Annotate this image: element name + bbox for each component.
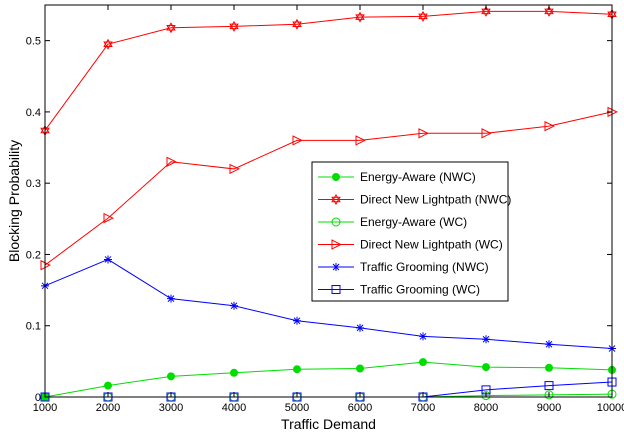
y-tick-label: 0.1 xyxy=(26,321,41,333)
hexagram-part xyxy=(166,25,176,34)
data-point xyxy=(544,381,554,391)
legend-label: Direct New Lightpath (NWC) xyxy=(360,193,511,207)
hexagram-part xyxy=(331,194,341,203)
data-point xyxy=(103,212,114,224)
hexagram-part xyxy=(292,21,302,30)
data-point xyxy=(544,120,555,132)
legend-box xyxy=(311,161,509,302)
x-tick-label: 5000 xyxy=(285,402,309,414)
legend-entry: Direct New Lightpath (NWC) xyxy=(318,193,511,207)
hexagram-part xyxy=(418,10,428,20)
series-2 xyxy=(40,389,617,402)
series-line xyxy=(44,258,613,350)
data-point xyxy=(355,11,365,23)
hexagram-part xyxy=(229,23,239,32)
series-4 xyxy=(41,255,616,353)
data-point xyxy=(418,10,428,22)
y-tick-label: 0.2 xyxy=(26,249,41,261)
series-line xyxy=(44,10,613,131)
legend-marker xyxy=(332,173,340,181)
x-tick-label: 2000 xyxy=(96,402,120,414)
data-point xyxy=(482,363,490,372)
hexagram-part xyxy=(103,38,113,47)
data-point xyxy=(419,332,427,341)
data-point xyxy=(482,335,490,344)
data-point xyxy=(545,363,553,372)
data-point xyxy=(544,390,554,400)
hexagram-part xyxy=(292,18,302,27)
data-point xyxy=(229,20,239,32)
y-tick-label: 0 xyxy=(35,392,41,404)
x-tick-label: 7000 xyxy=(411,402,435,414)
x-tick-label: 9000 xyxy=(537,402,561,414)
series-line xyxy=(44,111,613,266)
x-axis-title: Traffic Demand xyxy=(281,416,376,432)
legend-entry: Direct New Lightpath (WC) xyxy=(318,238,503,252)
data-point xyxy=(229,163,240,175)
legend-marker xyxy=(331,217,341,227)
y-axis-title: Blocking Probability xyxy=(6,140,22,262)
data-point xyxy=(104,255,112,264)
y-tick-label: 0.5 xyxy=(26,36,41,48)
y-tick-label: 0.4 xyxy=(26,107,41,119)
data-point xyxy=(418,128,429,139)
data-point xyxy=(230,368,238,377)
x-tick-label: 3000 xyxy=(159,402,183,414)
series-0 xyxy=(41,358,616,401)
hexagram-part xyxy=(418,13,428,22)
legend-marker xyxy=(331,194,341,205)
hexagram-part xyxy=(481,5,491,15)
data-point xyxy=(104,381,112,390)
data-point xyxy=(167,294,175,303)
data-point xyxy=(481,391,491,401)
series-line xyxy=(44,361,613,398)
legend-entry: Traffic Grooming (NWC) xyxy=(318,260,489,274)
data-point xyxy=(167,372,175,381)
legend-entry: Energy-Aware (NWC) xyxy=(318,170,476,184)
data-point xyxy=(356,364,364,373)
data-point xyxy=(293,316,301,325)
hexagram-part xyxy=(544,5,554,15)
hexagram-part xyxy=(331,196,341,205)
legend-label: Traffic Grooming (NWC) xyxy=(360,260,489,274)
legend-marker xyxy=(332,263,340,271)
legend-marker xyxy=(331,239,342,250)
hexagram-part xyxy=(355,14,365,23)
x-tick-label: 1000 xyxy=(33,402,57,414)
data-point xyxy=(356,323,364,332)
data-point xyxy=(166,156,177,168)
x-tick-label: 8000 xyxy=(474,402,498,414)
data-point xyxy=(355,135,366,146)
x-tick-label: 4000 xyxy=(222,402,246,414)
hexagram-part xyxy=(166,22,176,31)
legend: Energy-Aware (NWC) Direct New Lightpath (… xyxy=(311,161,511,302)
data-point xyxy=(545,340,553,349)
data-point xyxy=(292,135,303,146)
legend-marker xyxy=(331,285,341,294)
legend-label: Traffic Grooming (WC) xyxy=(360,283,480,297)
data-point xyxy=(230,301,238,310)
series-1 xyxy=(40,5,617,136)
data-point xyxy=(166,22,176,34)
legend-label: Energy-Aware (WC) xyxy=(360,215,467,229)
series-5 xyxy=(40,377,617,402)
plot-frame xyxy=(44,4,613,398)
data-point xyxy=(481,128,492,139)
hexagram-part xyxy=(229,20,239,30)
legend-entry: Traffic Grooming (WC) xyxy=(318,283,480,297)
hexagram-part xyxy=(103,41,113,50)
data-point xyxy=(103,38,113,50)
legend-label: Energy-Aware (NWC) xyxy=(360,170,476,184)
legend-entry: Energy-Aware (WC) xyxy=(318,215,467,229)
data-point xyxy=(292,18,302,30)
hexagram-part xyxy=(355,11,365,20)
y-tick-label: 0.3 xyxy=(26,178,41,190)
x-tick-label: 6000 xyxy=(348,402,372,414)
data-point xyxy=(293,365,301,374)
legend-label: Direct New Lightpath (WC) xyxy=(360,238,503,252)
axis-ticks: 1000 2000 3000 4000 5000 6000 7000 8000 9000 1000… xyxy=(26,5,624,414)
data-point xyxy=(419,358,427,367)
